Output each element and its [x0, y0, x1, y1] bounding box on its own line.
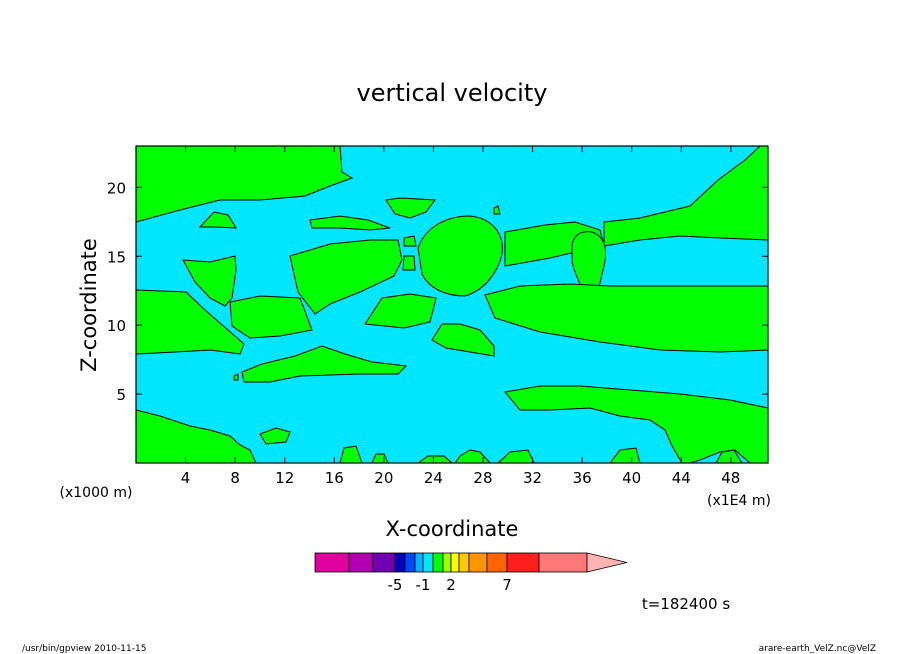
time-label: t=182400 s: [642, 595, 730, 613]
colorbar-segment: [404, 552, 416, 573]
contour-region: [241, 345, 408, 383]
x-tick-label: 24: [424, 469, 443, 487]
contour-region: [417, 215, 503, 297]
y-tick-label: 10: [107, 317, 126, 335]
contour-region: [289, 239, 403, 315]
x-tick-label: 20: [374, 469, 393, 487]
contour-region: [136, 146, 354, 223]
contour-region: [182, 255, 237, 307]
contour-region: [497, 449, 535, 463]
contour-region: [229, 295, 313, 339]
footer-left: /usr/bin/gpview 2010-11-15: [22, 644, 146, 654]
colorbar-segment: [372, 552, 396, 573]
contour-region: [403, 235, 417, 247]
contour-region: [402, 255, 416, 271]
contour-region: [417, 455, 453, 463]
contour-region: [309, 215, 391, 231]
x-tick-label: 16: [325, 469, 344, 487]
contour-region: [339, 445, 363, 463]
contour-region: [484, 283, 768, 353]
colorbar-segment: [486, 552, 508, 573]
x-tick-label: 48: [721, 469, 740, 487]
colorbar-segment: [348, 552, 374, 573]
x-tick-label: 32: [523, 469, 542, 487]
colorbar-label: 7: [502, 576, 512, 594]
colorbar: -5 -1 2 7: [314, 552, 628, 594]
contour-region: [385, 197, 436, 219]
y-axis-label: Z-coordinate: [77, 238, 101, 372]
colorbar-segment: [506, 552, 540, 573]
x-unit-left: (x1000 m): [60, 485, 133, 501]
footer-right: arare-earth_VelZ.nc@VelZ: [759, 644, 876, 654]
colorbar-label: 2: [446, 576, 456, 594]
contour-region: [715, 449, 743, 463]
contour-regions: [136, 146, 768, 463]
x-tick-label: 12: [275, 469, 294, 487]
colorbar-segment: [468, 552, 488, 573]
contour-region: [198, 211, 237, 229]
x-tick-label: 8: [230, 469, 240, 487]
contour-region: [136, 289, 245, 355]
plot-frame: [135, 145, 769, 464]
contour-region: [454, 449, 491, 463]
y-tick-label: 20: [107, 179, 126, 197]
colorbar-arrow: [586, 552, 628, 573]
contour-region: [259, 427, 291, 445]
x-tick-label: 44: [672, 469, 691, 487]
colorbar-segment: [394, 552, 406, 573]
contour-region: [493, 205, 501, 215]
contour-region: [504, 385, 768, 463]
colorbar-segment: [442, 552, 452, 573]
x-tick-label: 4: [181, 469, 191, 487]
contour-region: [431, 323, 495, 357]
x-tick-label: 28: [473, 469, 492, 487]
colorbar-segment: [458, 552, 470, 573]
colorbar-segment: [450, 552, 460, 573]
x-tick-marks: 4 8 12 16 20 24 28 32 36 40 44 48: [181, 146, 740, 487]
colorbar-segment: [422, 552, 434, 573]
contour-region: [364, 293, 437, 329]
x-axis-label: X-coordinate: [386, 517, 519, 541]
colorbar-label: -1: [416, 576, 431, 594]
colorbar-segment: [538, 552, 588, 573]
colorbar-label: -5: [388, 576, 403, 594]
y-tick-label: 15: [107, 248, 126, 266]
x-tick-label: 36: [573, 469, 592, 487]
y-tick-label: 5: [116, 386, 126, 404]
x-unit-right: (x1E4 m): [707, 493, 771, 509]
x-tick-label: 40: [622, 469, 641, 487]
colorbar-segment: [414, 552, 424, 573]
y-tick-marks: 5 10 15 20: [107, 179, 768, 404]
contour-region: [609, 447, 641, 463]
chart-title: vertical velocity: [357, 79, 548, 107]
contour-region: [136, 409, 257, 463]
colorbar-segment: [314, 552, 350, 573]
colorbar-segment: [432, 552, 444, 573]
contour-region: [233, 373, 239, 381]
